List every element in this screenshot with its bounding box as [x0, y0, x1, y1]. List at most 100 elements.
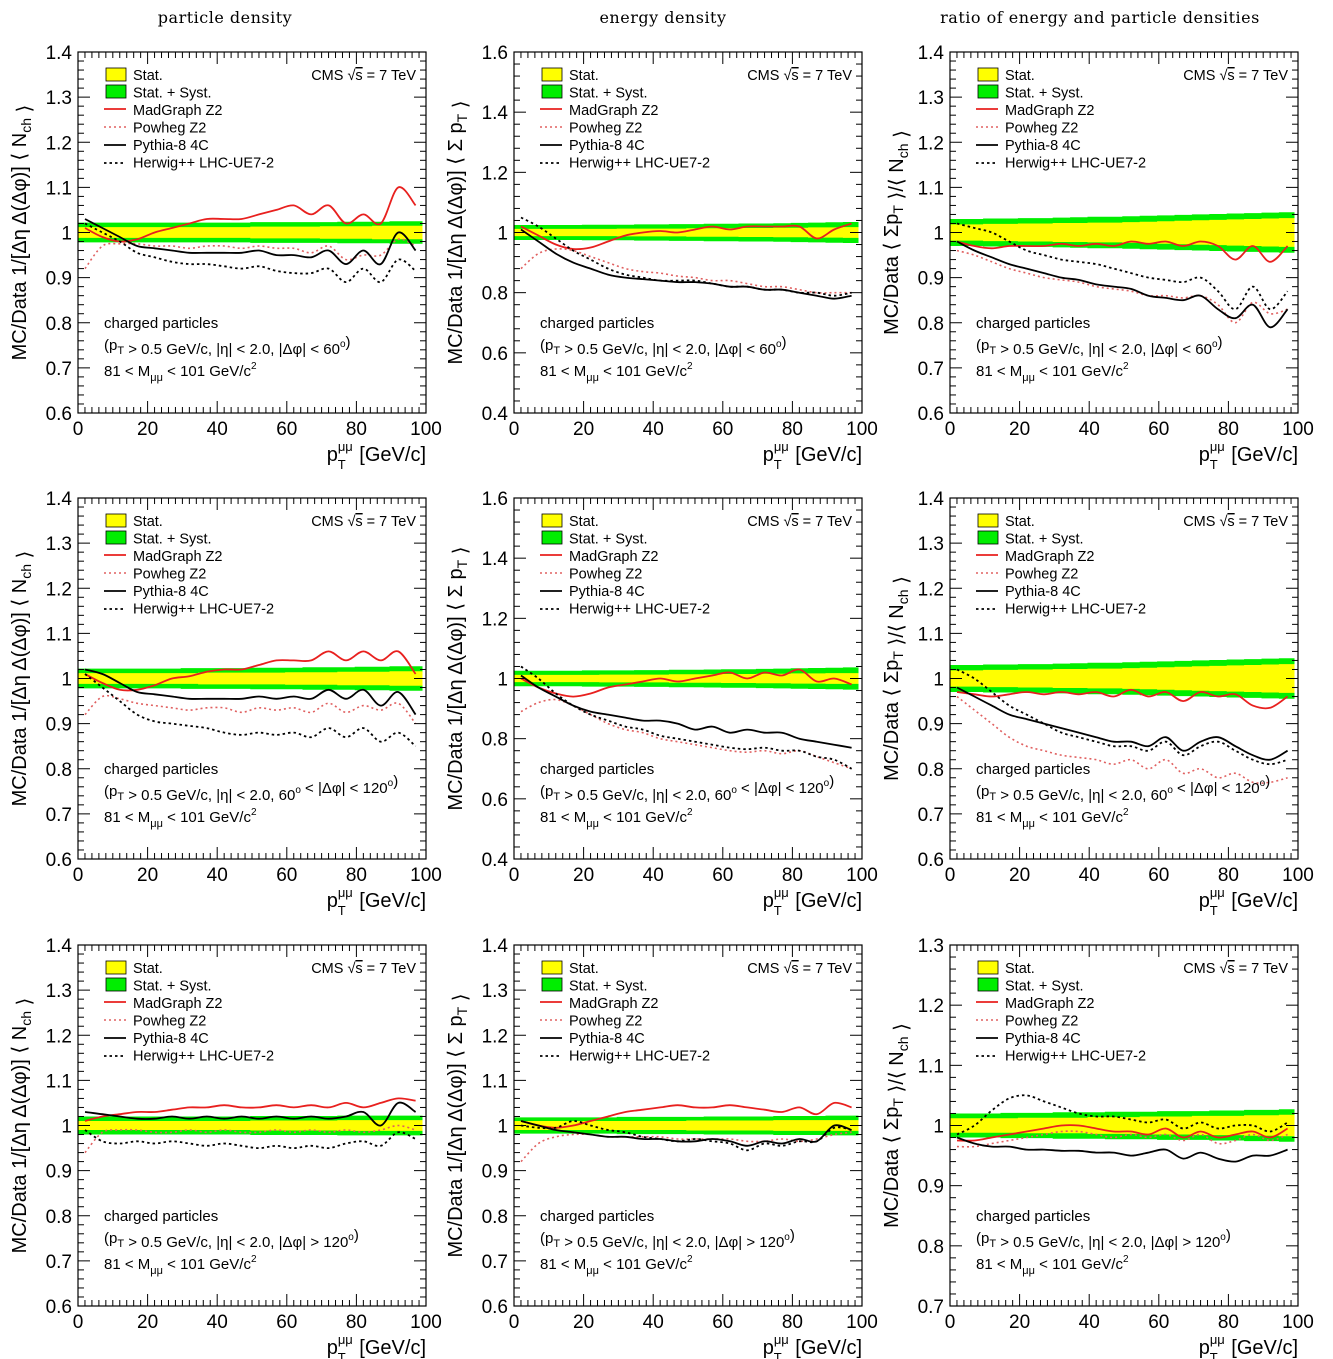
legend-label: MadGraph Z2	[133, 996, 222, 1012]
x-tick-label: 20	[1009, 1312, 1030, 1333]
y-tick-label: 0.7	[46, 805, 72, 826]
y-tick-label: 1.2	[46, 133, 72, 154]
y-axis-label: MC/Data 1/[Δη Δ(Δφ)] ⟨ Σ pT ⟩	[445, 100, 472, 364]
y-tick-label: 1.3	[918, 534, 944, 555]
note-mass-window: 81 < Mμμ < 101 GeV/c2	[104, 1254, 257, 1277]
x-tick-label: 100	[410, 865, 442, 886]
series-line-powheg-z2	[84, 694, 417, 725]
column-title-particle-density: particle density	[158, 8, 292, 27]
series-line-herwig-lhc-ue7-2	[520, 665, 853, 770]
x-axis-label: pμμ T [GeV/c]	[763, 885, 862, 918]
y-tick-label: 1.2	[46, 1026, 72, 1047]
x-tick-label: 100	[846, 419, 878, 440]
y-tick-label: 0.6	[482, 1297, 508, 1318]
legend-swatch-stat	[541, 513, 563, 528]
y-tick-label: 1.2	[482, 1026, 508, 1047]
y-tick-label: 1	[497, 224, 508, 245]
x-tick-label: 0	[509, 419, 520, 440]
legend-label: Herwig++ LHC-UE7-2	[133, 1049, 274, 1065]
y-tick-label: 1	[497, 1117, 508, 1138]
x-tick-label: 80	[1218, 865, 1239, 886]
panel-r2c3: 0 20 40 60 80 100 0.6 0.7 0.8 0.9 1 1.1 1.2 1.3 1.4 MC/…	[881, 489, 1314, 918]
y-tick-label: 1.2	[482, 163, 508, 184]
x-tick-label: 20	[573, 865, 594, 886]
series-line-madgraph-z2	[956, 1124, 1289, 1142]
legend-label: Stat. + Syst.	[569, 86, 648, 102]
x-tick-label: 20	[137, 1312, 158, 1333]
x-tick-label: 100	[410, 1312, 442, 1333]
y-tick-label: 0.8	[46, 760, 72, 781]
legend-swatch-syst	[977, 977, 999, 992]
legend-label: Herwig++ LHC-UE7-2	[569, 1049, 710, 1065]
note-mass-window: 81 < Mμμ < 101 GeV/c2	[540, 807, 693, 830]
panel-r3c3: 0 20 40 60 80 100 0.7 0.8 0.9 1 1.1 1.2 1.3 MC/Data ⟨…	[881, 936, 1314, 1359]
panel-r1c2: 0 20 40 60 80 100 0.4 0.6 0.8 1 1.2 1.4 1.6 MC/Data 1…	[445, 43, 878, 472]
legend: Stat. Stat. + Syst.MadGraph Z2 Powheg Z2Py…	[540, 960, 710, 1065]
y-tick-label: 0.9	[918, 1177, 944, 1198]
x-tick-label: 80	[782, 419, 803, 440]
cms-label: CMS √s = 7 TeV	[1183, 514, 1288, 530]
legend-label: Powheg Z2	[569, 1014, 642, 1030]
legend-label: Stat. + Syst.	[133, 532, 212, 548]
series-line-powheg-z2	[84, 1124, 416, 1154]
band-stat	[78, 1120, 423, 1131]
legend-label: Herwig++ LHC-UE7-2	[569, 156, 710, 172]
x-tick-label: 80	[346, 865, 367, 886]
legend: Stat. Stat. + Syst.MadGraph Z2 Powheg Z2Py…	[104, 67, 274, 172]
y-tick-label: 0.7	[46, 1252, 72, 1273]
note-charged-particles: charged particles	[104, 761, 218, 778]
y-tick-label: 0.4	[482, 404, 509, 425]
x-axis-label: pμμ T [GeV/c]	[327, 1332, 426, 1359]
series-line-herwig-lhc-ue7-2	[956, 222, 1289, 311]
band-stat	[514, 1120, 859, 1131]
series-line-madgraph-z2	[84, 186, 417, 243]
y-tick-label: 0.9	[918, 269, 944, 290]
legend-label: Stat.	[133, 514, 163, 530]
y-tick-label: 0.6	[918, 850, 944, 871]
x-tick-label: 60	[712, 1312, 733, 1333]
y-tick-label: 0.9	[46, 269, 72, 290]
x-tick-label: 20	[1009, 865, 1030, 886]
x-axis-label: pμμ T [GeV/c]	[763, 1332, 862, 1359]
note-mass-window: 81 < Mμμ < 101 GeV/c2	[976, 807, 1129, 830]
x-tick-label: 40	[207, 1312, 228, 1333]
y-tick-label: 1.4	[482, 549, 509, 570]
legend-swatch-stat	[977, 67, 999, 82]
legend-label: MadGraph Z2	[569, 996, 658, 1012]
series-line-herwig-lhc-ue7-2	[84, 222, 417, 284]
legend-label: MadGraph Z2	[133, 549, 222, 565]
y-tick-label: 1.2	[918, 133, 944, 154]
legend-swatch-stat	[541, 67, 563, 82]
legend-label: Stat. + Syst.	[1005, 532, 1084, 548]
cut-annotation: (pT > 0.5 GeV/c, |η| < 2.0, 60o < |Δφ| <…	[540, 773, 834, 804]
legend-swatch-stat	[541, 960, 563, 975]
y-tick-label: 0.9	[46, 1162, 72, 1183]
y-tick-label: 1.4	[918, 489, 945, 510]
note-mass-window: 81 < Mμμ < 101 GeV/c2	[976, 361, 1129, 384]
legend-label: MadGraph Z2	[1005, 549, 1094, 565]
legend-swatch-stat	[977, 960, 999, 975]
series-line-herwig-lhc-ue7-2	[520, 1120, 852, 1152]
series-line-powheg-z2	[520, 248, 852, 294]
y-tick-label: 0.7	[918, 805, 944, 826]
cms-label: CMS √s = 7 TeV	[747, 68, 852, 84]
legend: Stat. Stat. + Syst.MadGraph Z2 Powheg Z2Py…	[104, 960, 274, 1065]
cms-label: CMS √s = 7 TeV	[311, 68, 416, 84]
legend-swatch-syst	[541, 84, 563, 99]
cut-annotation: (pT > 0.5 GeV/c, |η| < 2.0, |Δφ| < 60o)	[104, 334, 351, 358]
x-tick-label: 60	[276, 419, 297, 440]
y-tick-label: 1	[933, 224, 944, 245]
panel-r2c1: 0 20 40 60 80 100 0.6 0.7 0.8 0.9 1 1.1 1.2 1.3 1.4 MC/…	[9, 489, 442, 918]
series-line-pythia-8-4c	[84, 218, 417, 266]
y-tick-label: 1.1	[46, 178, 72, 199]
column-title-energy-density: energy density	[599, 8, 726, 27]
y-tick-label: 0.8	[46, 314, 72, 335]
legend-swatch-stat	[105, 67, 127, 82]
x-tick-label: 100	[1282, 1312, 1314, 1333]
legend: Stat. Stat. + Syst.MadGraph Z2 Powheg Z2Py…	[540, 513, 710, 618]
series-line-powheg-z2	[84, 238, 416, 270]
cut-annotation: (pT > 0.5 GeV/c, |η| < 2.0, |Δφ| < 60o)	[976, 334, 1223, 358]
series-line-herwig-lhc-ue7-2	[956, 1094, 1289, 1136]
y-axis-label: MC/Data 1/[Δη Δ(Δφ)] ⟨ Σ pT ⟩	[445, 993, 472, 1257]
legend-label: Pythia-8 4C	[133, 1031, 209, 1047]
